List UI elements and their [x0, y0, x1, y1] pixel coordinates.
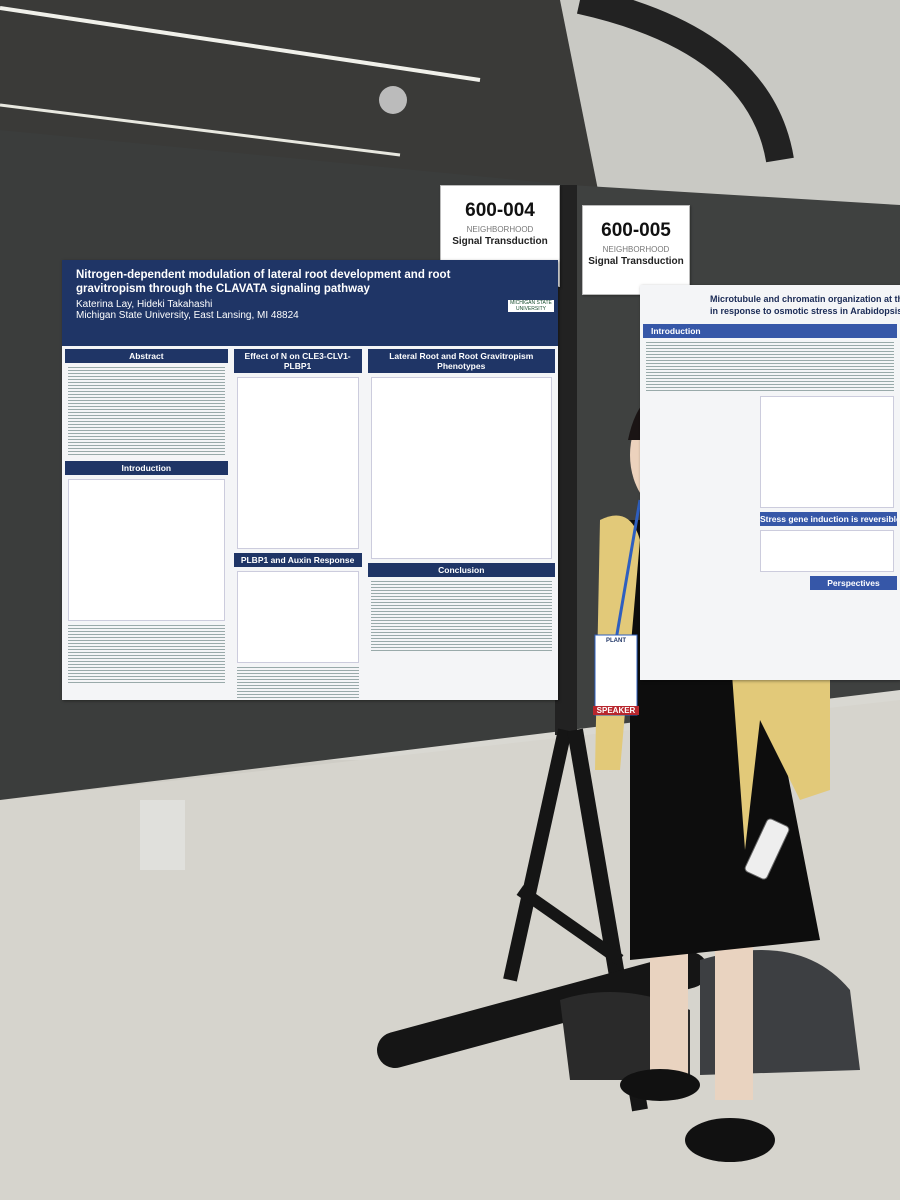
poster: Microtubule and chromatin organization a…: [640, 285, 900, 680]
badge-event: PLANT: [606, 638, 626, 644]
section-header: Effect of N on CLE3-CLV1-PLBP1: [233, 349, 362, 373]
university-logo: MICHIGAN STATE UNIVERSITY: [508, 300, 554, 312]
poster-title: Nitrogen-dependent modulation of lateral…: [76, 269, 451, 295]
poster-title-line: in response to osmotic stress in Arabido…: [710, 306, 900, 316]
section-header: Conclusion: [367, 563, 555, 577]
section-header: Abstract: [65, 349, 228, 363]
poster-column: Effect of N on CLE3-CLV1-PLBP1 PLBP1 and…: [231, 346, 365, 700]
poster: Nitrogen-dependent modulation of lateral…: [62, 260, 558, 700]
poster-column: Abstract Introduction: [62, 346, 231, 700]
poster-title-line: Microtubule and chromatin organization a…: [710, 294, 900, 304]
booth-sign: 600-005 NEIGHBORHOOD Signal Transduction: [582, 205, 690, 295]
section-header: PLBP1 and Auxin Response: [233, 553, 362, 567]
booth-label: NEIGHBORHOOD: [466, 225, 534, 234]
poster-affiliation: Michigan State University, East Lansing,…: [76, 310, 299, 321]
section-header: Stress gene induction is reversible in W…: [760, 512, 897, 526]
booth-number: 600-004: [465, 200, 535, 221]
poster-authors: Katerina Lay, Hideki Takahashi: [76, 299, 213, 310]
poster-column: Lateral Root and Root Gravitropism Pheno…: [365, 346, 558, 700]
poster-header: Nitrogen-dependent modulation of lateral…: [62, 260, 558, 346]
booth-number: 600-005: [601, 220, 671, 241]
section-header: Introduction: [643, 324, 897, 338]
booth-label: NEIGHBORHOOD: [602, 245, 670, 254]
booth-topic: Signal Transduction: [588, 256, 684, 267]
section-header: Perspectives: [810, 576, 897, 590]
section-header: Lateral Root and Root Gravitropism Pheno…: [367, 349, 555, 373]
badge-role: SPEAKER: [593, 706, 639, 715]
poster-title: Microtubule and chromatin organization a…: [640, 285, 900, 321]
booth-topic: Signal Transduction: [452, 236, 548, 247]
section-header: Introduction: [65, 461, 228, 475]
